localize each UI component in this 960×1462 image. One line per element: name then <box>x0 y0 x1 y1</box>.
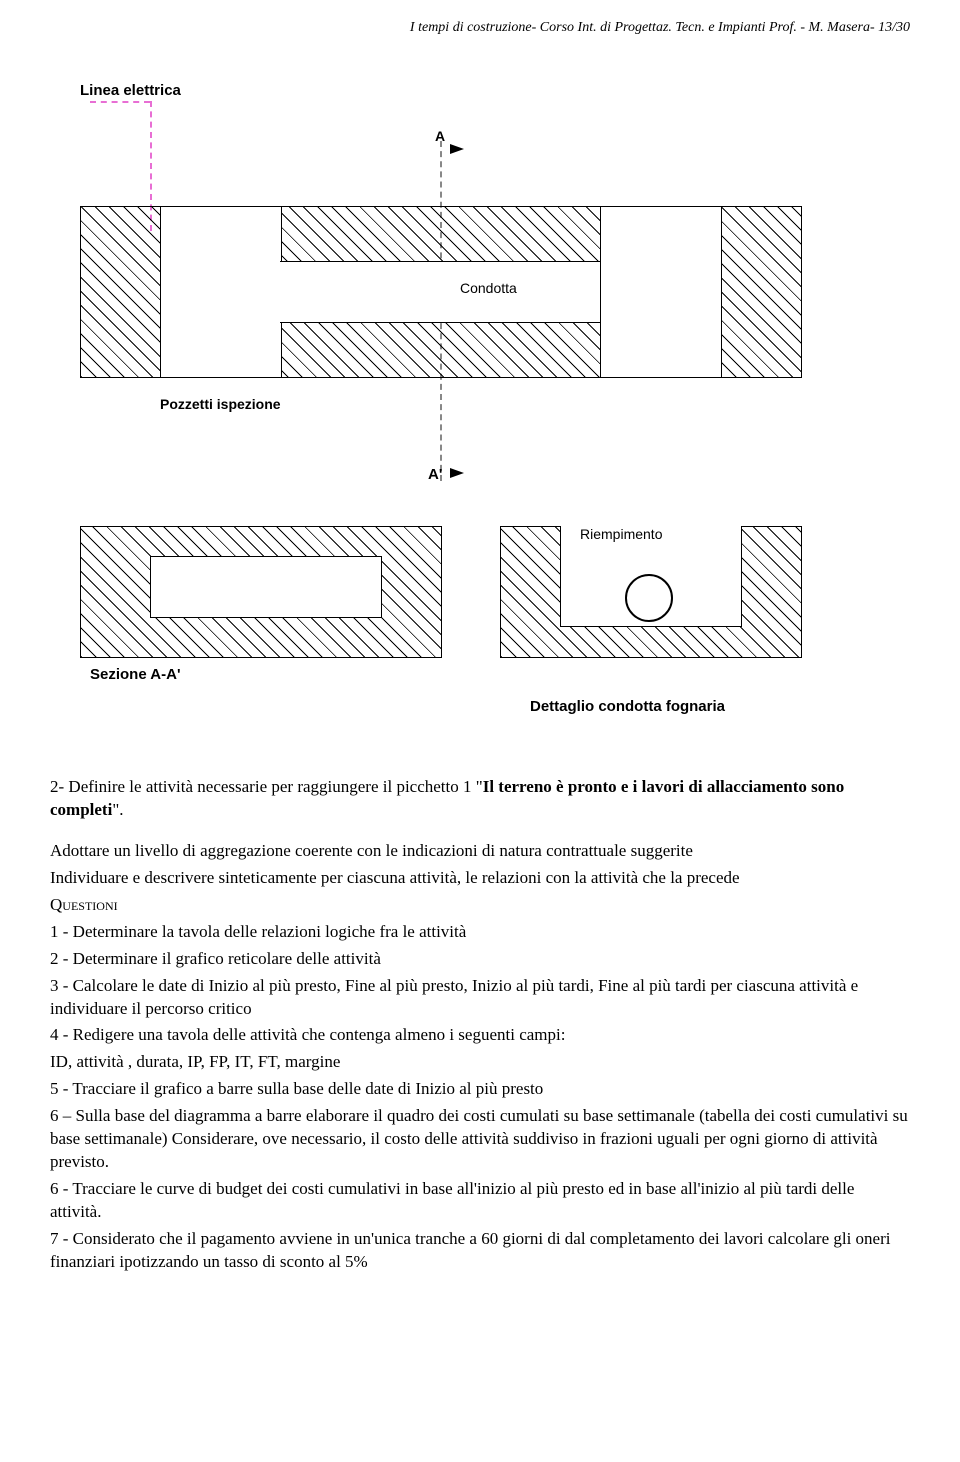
pozzetti-label: Pozzetti ispezione <box>160 396 281 412</box>
q2: 2 - Determinare il grafico reticolare de… <box>50 948 910 971</box>
q3: 3 - Calcolare le date di Inizio al più p… <box>50 975 910 1021</box>
paragraph-3: Individuare e descrivere sinteticamente … <box>50 867 910 890</box>
q6b: 6 - Tracciare le curve di budget dei cos… <box>50 1178 910 1224</box>
q6: 6 – Sulla base del diagramma a barre ela… <box>50 1105 910 1174</box>
linea-elettrica-hline <box>90 101 150 103</box>
dettaglio-label: Dettaglio condotta fognaria <box>530 698 725 715</box>
p1-suffix: ". <box>112 800 123 819</box>
arrow-a <box>450 144 464 154</box>
technical-diagram: Linea elettrica A A' Condotta Pozzetti i… <box>80 66 880 746</box>
body-text: 2- Definire le attività necessarie per r… <box>50 776 910 1274</box>
questioni-heading: Questioni <box>50 894 910 917</box>
label-a: A <box>435 128 445 144</box>
sezione-label: Sezione A-A' <box>90 666 181 683</box>
label-a-prime: A' <box>428 466 442 483</box>
sezione-pipe-1 <box>180 574 216 596</box>
paragraph-2: Adottare un livello di aggregazione coer… <box>50 840 910 863</box>
questioni-label: Questioni <box>50 895 118 914</box>
q1: 1 - Determinare la tavola delle relazion… <box>50 921 910 944</box>
riempimento-label: Riempimento <box>580 526 662 542</box>
sezione-pipe-3 <box>310 574 346 596</box>
q5: 5 - Tracciare il grafico a barre sulla b… <box>50 1078 910 1101</box>
page-header: I tempi di costruzione- Corso Int. di Pr… <box>50 20 910 36</box>
ground-right <box>720 206 802 378</box>
paragraph-1: 2- Definire le attività necessarie per r… <box>50 776 910 822</box>
arrow-a-prime <box>450 468 464 478</box>
q4: 4 - Redigere una tavola delle attività c… <box>50 1024 910 1047</box>
condotta-label: Condotta <box>460 280 517 296</box>
sezione-pipe-2 <box>245 574 281 596</box>
pozzetto-left <box>160 206 282 378</box>
pozzetto-right <box>600 206 722 378</box>
ground-left <box>80 206 162 378</box>
p1-prefix: 2- Definire le attività necessarie per r… <box>50 777 483 796</box>
dettaglio-pipe <box>625 574 673 622</box>
q4b: ID, attività , durata, IP, FP, IT, FT, m… <box>50 1051 910 1074</box>
linea-elettrica-label: Linea elettrica <box>80 82 181 99</box>
condotta-channel <box>280 261 600 323</box>
q7: 7 - Considerato che il pagamento avviene… <box>50 1228 910 1274</box>
